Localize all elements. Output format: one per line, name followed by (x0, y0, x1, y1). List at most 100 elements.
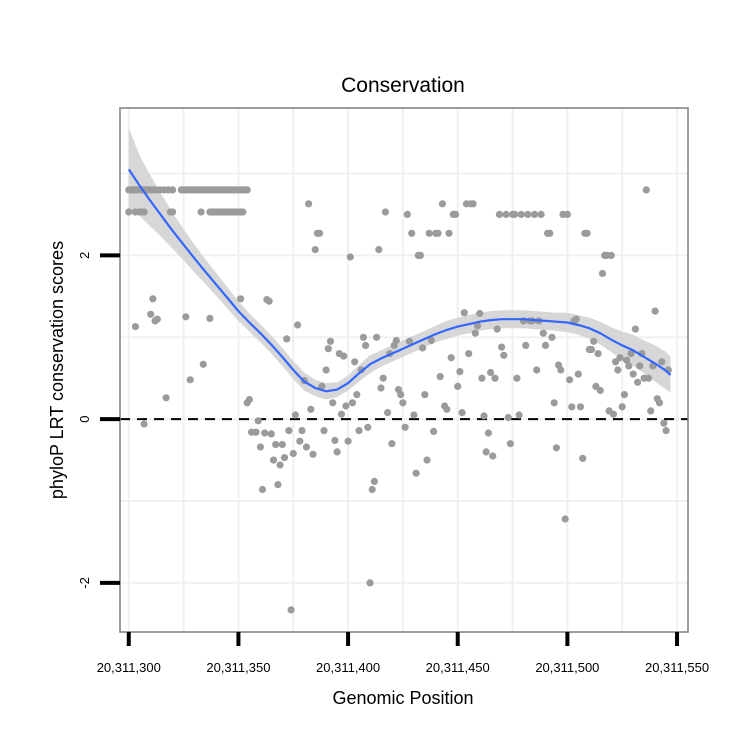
data-point (487, 368, 495, 377)
data-point (537, 210, 545, 218)
data-point (280, 454, 289, 462)
data-point (384, 409, 392, 417)
data-point (524, 210, 532, 218)
data-point (454, 382, 462, 390)
data-point (274, 481, 282, 489)
data-point (245, 395, 253, 404)
data-point (430, 427, 438, 435)
data-point (254, 417, 262, 425)
data-point (458, 409, 466, 417)
data-point (375, 246, 383, 254)
data-point (530, 210, 539, 218)
data-point (373, 333, 381, 341)
x-tick-label: 20,311,450 (426, 660, 490, 675)
data-point (348, 399, 357, 407)
y-axis-label: phyloP LRT conservation scores (47, 241, 67, 499)
data-point (502, 210, 510, 218)
data-point (576, 403, 585, 411)
data-point (359, 333, 367, 341)
y-tick-label: -2 (77, 577, 92, 589)
data-point (596, 386, 604, 395)
x-tick-label: 20,311,350 (206, 660, 270, 675)
data-point (498, 343, 506, 351)
data-point (199, 360, 207, 368)
data-point (445, 229, 453, 237)
data-point (256, 443, 264, 451)
x-axis: 20,311,300 20,311,350 20,311,400 20,311,450… (97, 632, 709, 675)
data-point (333, 448, 341, 456)
data-point (500, 351, 508, 359)
data-point (405, 337, 414, 345)
data-point (504, 413, 512, 422)
data-point (344, 437, 352, 445)
data-point (557, 366, 565, 374)
data-point (493, 325, 501, 333)
data-point (311, 246, 319, 254)
data-point (340, 352, 348, 360)
data-point (489, 452, 497, 460)
data-point (243, 186, 251, 194)
grid-lines (120, 108, 688, 632)
data-point (480, 412, 488, 420)
data-point (568, 403, 576, 411)
data-point (362, 341, 370, 349)
data-point (609, 410, 618, 418)
data-point (408, 229, 416, 237)
data-point (364, 423, 372, 431)
data-point (539, 329, 547, 337)
data-point (412, 469, 420, 477)
data-point (629, 370, 637, 378)
data-point (421, 391, 429, 399)
data-point (261, 429, 269, 437)
plot-border (119, 107, 689, 633)
data-point (546, 229, 554, 237)
chart-title: Conservation (341, 74, 465, 97)
data-point (265, 297, 273, 305)
data-point (427, 336, 435, 345)
data-point (522, 341, 530, 349)
y-tick-label: 0 (77, 415, 92, 422)
data-point (566, 376, 574, 384)
data-point (598, 269, 607, 277)
data-point (285, 427, 293, 435)
data-point (269, 456, 278, 464)
data-point (642, 186, 650, 194)
data-point (377, 384, 385, 392)
data-point (298, 427, 306, 435)
data-point (533, 366, 541, 374)
data-point (473, 322, 482, 330)
data-point (618, 403, 626, 411)
data-point (324, 345, 332, 353)
data-point (419, 344, 427, 352)
data-point (423, 456, 431, 464)
data-point (644, 374, 653, 382)
data-point (460, 309, 468, 317)
data-point (607, 251, 615, 259)
data-point (583, 229, 591, 237)
data-point (634, 378, 642, 386)
data-point (322, 366, 330, 374)
data-point (153, 315, 161, 323)
data-point (658, 358, 666, 366)
data-point (482, 448, 490, 456)
data-point (309, 450, 317, 458)
data-point (438, 200, 446, 208)
data-point (541, 341, 550, 349)
data-point (550, 399, 558, 407)
data-point (572, 315, 580, 323)
x-axis-label: Genomic Position (332, 688, 473, 708)
y-axis: -2 0 2 (77, 252, 120, 589)
data-point (471, 329, 479, 337)
data-point (169, 208, 177, 216)
data-point (587, 345, 596, 354)
data-point (252, 428, 260, 436)
data-point (515, 411, 523, 419)
data-point (620, 391, 629, 399)
data-point (305, 200, 313, 208)
data-point (552, 444, 561, 452)
data-point (495, 210, 503, 218)
data-point (342, 402, 350, 410)
data-point (197, 208, 205, 216)
data-point (623, 356, 631, 364)
data-point (443, 405, 451, 413)
